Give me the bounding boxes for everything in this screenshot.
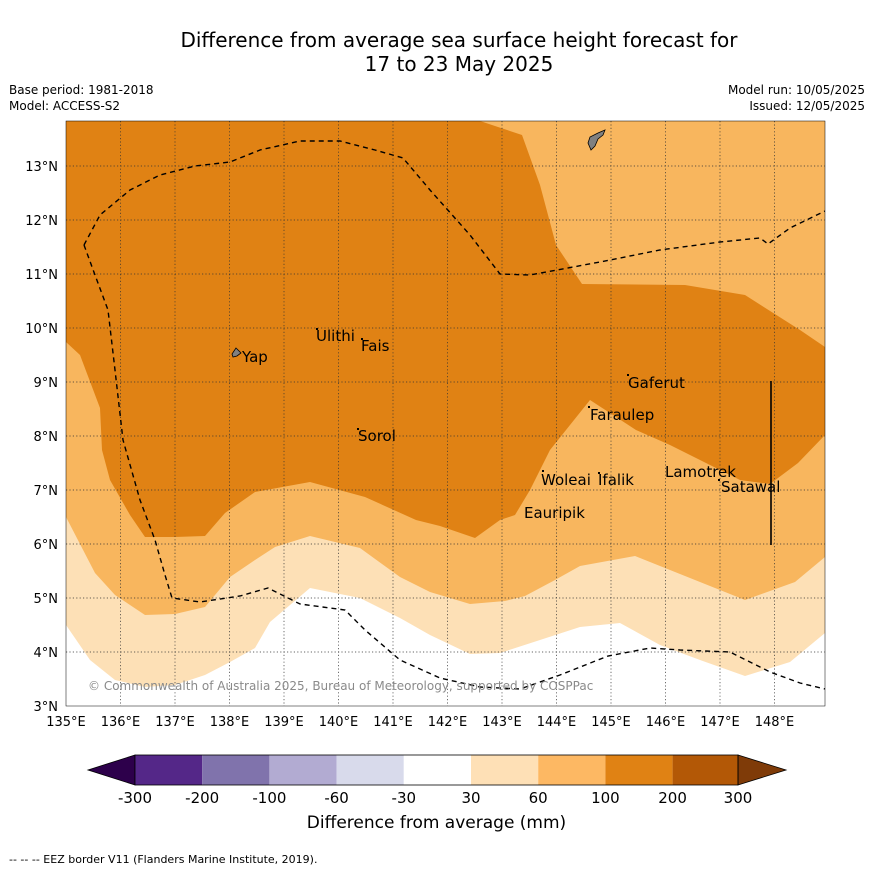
yap-island	[231, 347, 242, 358]
place-label-woleai: Woleai	[541, 471, 591, 489]
lon-tick-label: 137°E	[155, 715, 195, 730]
island-dot-ifalik	[598, 472, 600, 474]
colorbar-tick-label: -100	[252, 789, 286, 807]
place-label-satawal: Satawal	[721, 478, 780, 496]
lat-tick-label: 4°N	[34, 646, 59, 661]
place-label-gaferut: Gaferut	[628, 374, 685, 392]
lon-tick-label: 135°E	[46, 715, 86, 730]
place-label-fais: Fais	[361, 337, 390, 355]
map-frame	[65, 120, 826, 707]
colorbar-tick-label: 300	[724, 789, 753, 807]
colorbar-title: Difference from average (mm)	[306, 813, 567, 833]
lon-tick-label: 136°E	[101, 715, 141, 730]
lat-tick-label: 11°N	[25, 268, 58, 283]
title-line-2: 17 to 23 May 2025	[364, 52, 554, 76]
lat-tick-label: 5°N	[34, 592, 59, 607]
lon-tick-label: 144°E	[537, 715, 577, 730]
place-label-ulithi: Ulithi	[316, 327, 355, 345]
model-name: Model: ACCESS-S2	[9, 99, 121, 113]
map-plot	[66, 121, 825, 706]
copyright-notice: © Commonwealth of Australia 2025, Bureau…	[88, 679, 593, 693]
model-run: Model run: 10/05/2025	[727, 83, 865, 97]
colorbar-segment	[471, 755, 539, 785]
island-dot-gaferut	[627, 374, 629, 376]
title-line-1: Difference from average sea surface heig…	[180, 28, 738, 52]
lat-tick-label: 3°N	[34, 700, 59, 715]
island-dot-faraulep	[588, 406, 590, 408]
place-label-lamotrek: Lamotrek	[665, 463, 736, 481]
colorbar-segment	[269, 755, 337, 785]
lon-tick-label: 147°E	[700, 715, 740, 730]
lon-tick-label: 148°E	[755, 715, 795, 730]
colorbar-low-extension	[86, 754, 136, 786]
lat-tick-label: 8°N	[34, 430, 59, 445]
place-label-sorol: Sorol	[358, 427, 396, 445]
colorbar-tick-labels: -300 -200 -100 -60 -30 30 60 100 200 300	[118, 789, 752, 807]
colorbar-tick-label: 60	[529, 789, 548, 807]
eez-border-line-west	[83, 244, 825, 690]
colorbar-segment	[605, 755, 673, 785]
lat-tick-label: 12°N	[25, 214, 58, 229]
colorbar-tick-label: 30	[461, 789, 480, 807]
page-title: Difference from average sea surface heig…	[0, 28, 873, 76]
colorbar-segment	[403, 755, 471, 785]
lon-tick-label: 146°E	[646, 715, 686, 730]
colorbar-tick-label: -30	[392, 789, 417, 807]
colorbar-segment	[672, 755, 738, 785]
lon-tick-label: 145°E	[591, 715, 631, 730]
latitude-axis: 3°N 4°N 5°N 6°N 7°N 8°N 9°N 10°N 11°N 12…	[25, 160, 58, 715]
eez-border-line	[83, 140, 825, 276]
lon-tick-label: 139°E	[264, 715, 304, 730]
band-100-200	[66, 121, 825, 538]
colorbar-tick-label: -60	[324, 789, 349, 807]
colorbar-segment	[336, 755, 404, 785]
lat-tick-label: 7°N	[34, 484, 59, 499]
place-labels: Yap Ulithi Fais Gaferut Faraulep Sorol W…	[241, 327, 780, 522]
colorbar: -300 -200 -100 -60 -30 30 60 100 200 300	[86, 754, 788, 807]
island-dot-woleai	[542, 470, 544, 472]
island-dot-fais	[361, 338, 363, 340]
lon-tick-label: 143°E	[482, 715, 522, 730]
meta-left: Base period: 1981-2018 Model: ACCESS-S2	[9, 82, 154, 114]
colorbar-high-extension	[737, 754, 788, 786]
longitude-axis: 135°E 136°E 137°E 138°E 139°E 140°E 141°…	[46, 715, 794, 730]
colorbar-segment	[135, 755, 203, 785]
base-period: Base period: 1981-2018	[9, 83, 154, 97]
lon-tick-label: 142°E	[428, 715, 468, 730]
lat-tick-label: 13°N	[25, 160, 58, 175]
lat-tick-label: 9°N	[34, 376, 59, 391]
island-dot-sorol	[357, 428, 359, 430]
island-dot-ulithi	[316, 328, 318, 330]
issued-date: Issued: 12/05/2025	[749, 99, 865, 113]
lon-tick-label: 141°E	[373, 715, 413, 730]
meta-right: Model run: 10/05/2025 Issued: 12/05/2025	[728, 82, 865, 114]
band-60-100-ne	[556, 121, 600, 143]
colorbar-tick-label: -300	[118, 789, 152, 807]
eez-legend-note: -- -- -- EEZ border V11 (Flanders Marine…	[9, 853, 318, 866]
colorbar-tick-label: 200	[658, 789, 687, 807]
place-label-eauripik: Eauripik	[524, 504, 585, 522]
island-dot-satawal	[718, 479, 720, 481]
lon-tick-label: 138°E	[210, 715, 250, 730]
lon-tick-label: 140°E	[319, 715, 359, 730]
colorbar-segment	[538, 755, 606, 785]
guam-island	[587, 129, 606, 151]
lat-tick-label: 10°N	[25, 322, 58, 337]
colorbar-segment	[202, 755, 270, 785]
place-label-faraulep: Faraulep	[590, 406, 654, 424]
colorbar-tick-label: -200	[185, 789, 219, 807]
colorbar-outline	[134, 754, 739, 786]
colorbar-tick-label: 100	[591, 789, 620, 807]
place-label-yap: Yap	[241, 348, 268, 366]
lat-tick-label: 6°N	[34, 538, 59, 553]
place-label-ifalik: Ifalik	[598, 471, 634, 489]
